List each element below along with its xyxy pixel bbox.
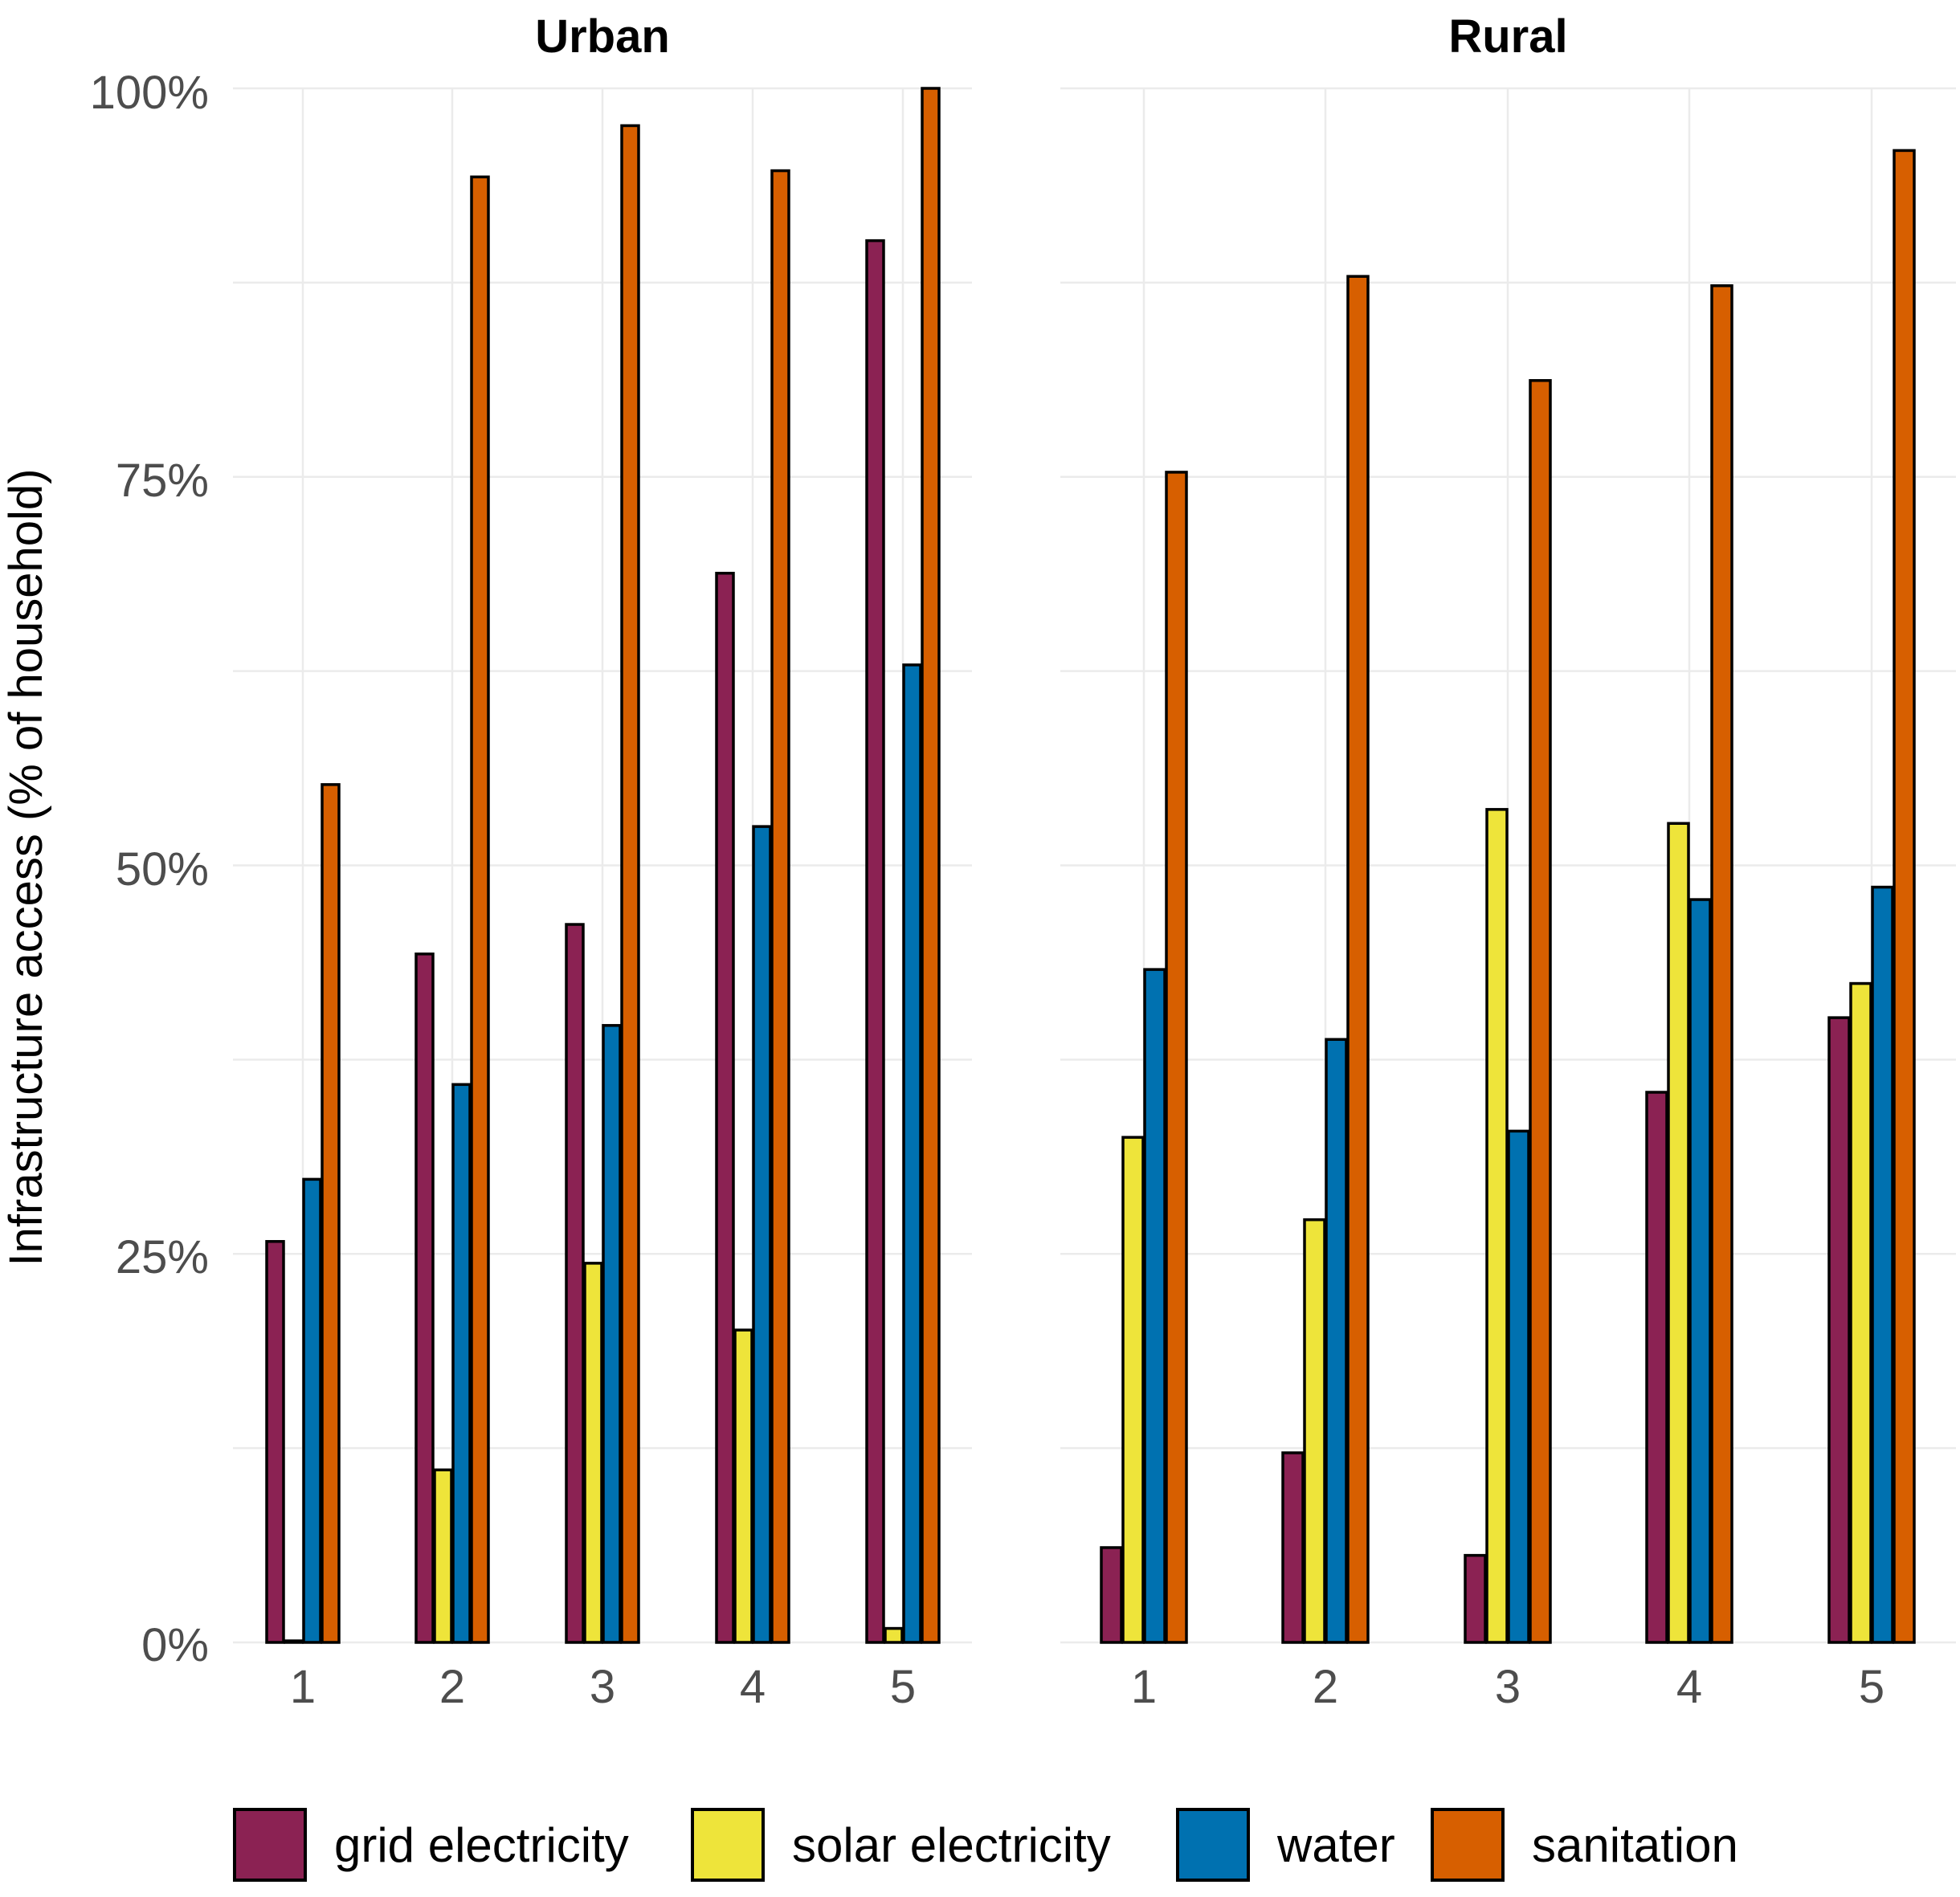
- legend: grid electricity solar electricity water sa…: [233, 1808, 1738, 1882]
- legend-swatch: [233, 1808, 307, 1882]
- bar-sanitation: [1529, 379, 1552, 1644]
- bar-solar-electricity: [583, 1262, 603, 1644]
- y-axis-title: Infrastructure access (% of household): [0, 469, 52, 1267]
- bar-water: [1871, 885, 1894, 1644]
- legend-label: grid electricity: [334, 1818, 629, 1872]
- bar-sanitation: [921, 87, 941, 1644]
- bar-sanitation: [321, 783, 341, 1644]
- x-tick-label: 4: [1676, 1661, 1702, 1713]
- x-tick-label: 2: [439, 1661, 465, 1713]
- bar-water: [752, 825, 772, 1644]
- bar-grid-electricity: [265, 1240, 285, 1644]
- legend-swatch: [1176, 1808, 1250, 1882]
- bar-grid-electricity: [1827, 1016, 1851, 1644]
- bar-grid-electricity: [865, 239, 885, 1644]
- bar-solar-electricity: [1485, 808, 1509, 1644]
- bar-sanitation: [620, 124, 640, 1644]
- bar-water: [1143, 968, 1166, 1644]
- bar-solar-electricity: [1667, 822, 1690, 1644]
- bar-solar-electricity: [284, 1639, 304, 1644]
- legend-label: sanitation: [1532, 1818, 1738, 1872]
- legend-swatch: [691, 1808, 765, 1882]
- bar-sanitation: [1346, 275, 1370, 1644]
- y-tick-label: 25%: [116, 1231, 209, 1283]
- legend-label: solar electricity: [792, 1818, 1111, 1872]
- bar-sanitation: [1165, 471, 1188, 1644]
- bar-solar-electricity: [1121, 1136, 1145, 1644]
- bar-water: [1325, 1038, 1348, 1644]
- bar-sanitation: [470, 175, 490, 1644]
- bar-grid-electricity: [565, 923, 585, 1644]
- panel-title: Rural: [1448, 10, 1567, 63]
- bar-solar-electricity: [884, 1626, 904, 1644]
- y-tick-label: 100%: [90, 67, 209, 119]
- bar-grid-electricity: [715, 571, 735, 1644]
- bar-water: [902, 663, 922, 1644]
- panel-title: Urban: [535, 10, 670, 63]
- x-tick-label: 3: [1495, 1661, 1521, 1713]
- bar-water: [602, 1024, 622, 1644]
- bar-solar-electricity: [1303, 1218, 1326, 1644]
- bar-water: [1507, 1129, 1530, 1644]
- x-tick-label: 4: [740, 1661, 766, 1713]
- bar-grid-electricity: [414, 953, 435, 1644]
- legend-swatch: [1431, 1808, 1505, 1882]
- y-tick-label: 50%: [116, 843, 209, 895]
- x-tick-label: 1: [290, 1661, 316, 1713]
- y-tick-label: 75%: [116, 455, 209, 507]
- y-tick-label: 0%: [141, 1619, 209, 1671]
- bar-grid-electricity: [1464, 1553, 1487, 1644]
- bar-solar-electricity: [733, 1328, 753, 1644]
- bar-grid-electricity: [1100, 1546, 1123, 1644]
- bar-sanitation: [770, 169, 790, 1644]
- plot-area: Urban 1 2 3 4 5 Rural 1 2 3 4 5: [233, 10, 1956, 1713]
- bar-solar-electricity: [433, 1468, 453, 1644]
- bar-water: [302, 1177, 322, 1644]
- x-tick-label: 1: [1131, 1661, 1157, 1713]
- x-tick-label: 5: [1859, 1661, 1884, 1713]
- bar-sanitation: [1710, 284, 1733, 1644]
- bar-sanitation: [1893, 149, 1916, 1644]
- bar-grid-electricity: [1281, 1451, 1305, 1644]
- bar-solar-electricity: [1849, 981, 1872, 1644]
- bar-grid-electricity: [1645, 1091, 1668, 1644]
- legend-label: water: [1276, 1818, 1395, 1872]
- x-tick-label: 2: [1313, 1661, 1338, 1713]
- x-tick-label: 3: [590, 1661, 615, 1713]
- x-tick-label: 5: [890, 1661, 916, 1713]
- bar-water: [1688, 898, 1712, 1644]
- bar-water: [451, 1083, 472, 1644]
